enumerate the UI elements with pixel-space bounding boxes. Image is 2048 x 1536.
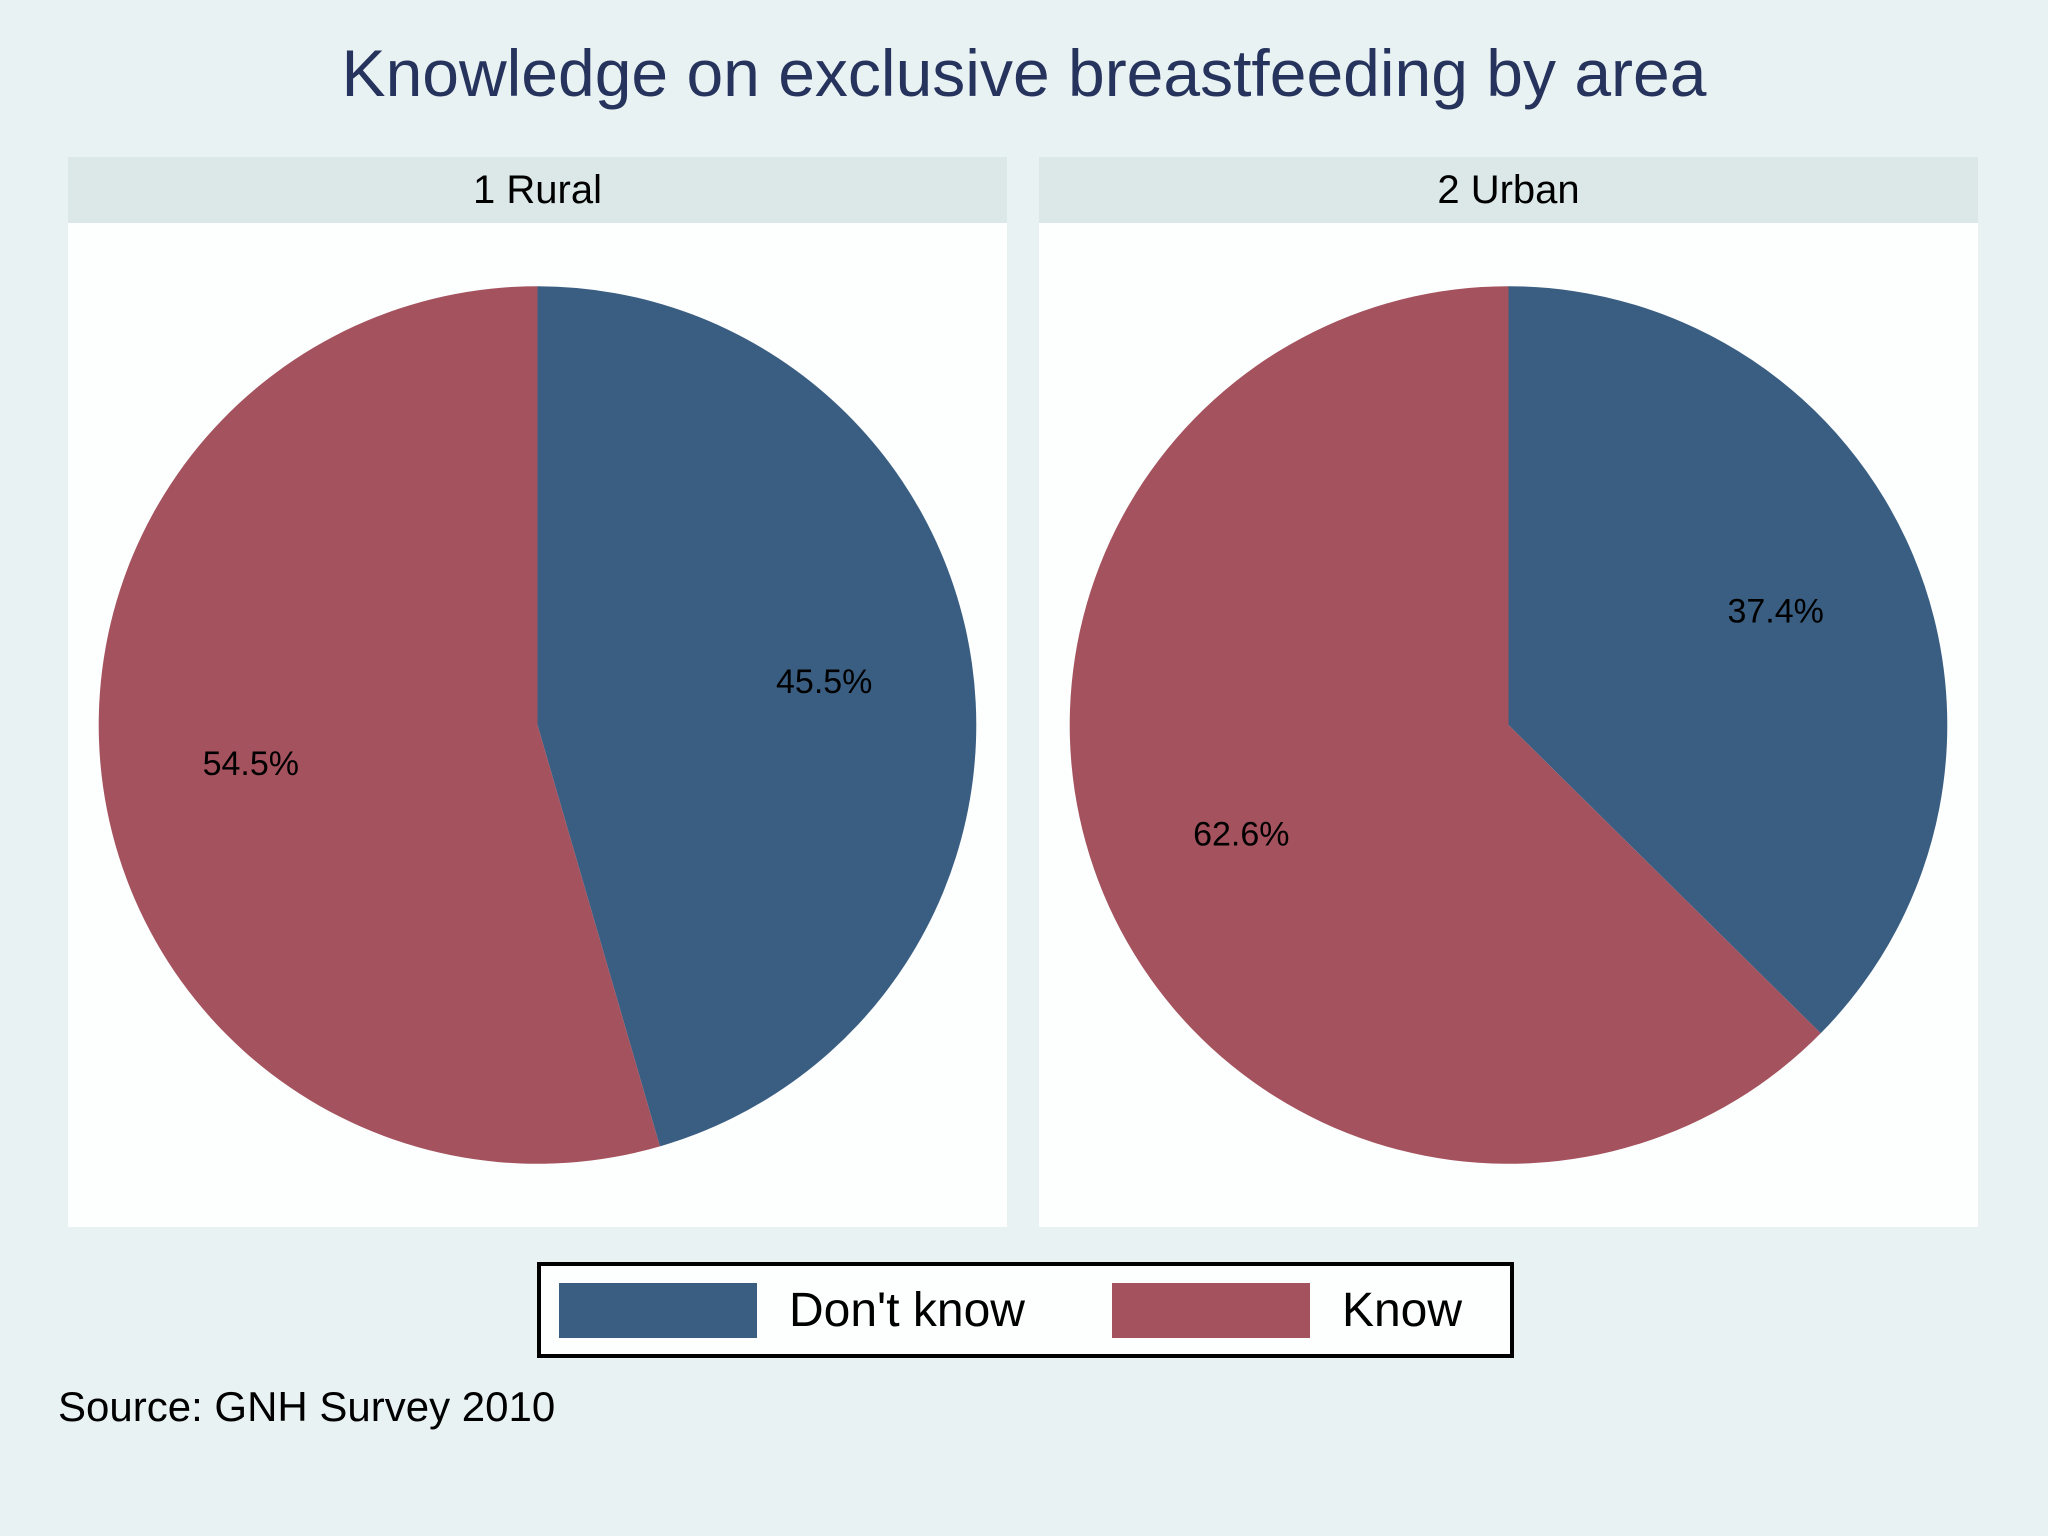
panel-rural-plot-region: 45.5% 54.5% — [68, 223, 1007, 1227]
legend-swatch-dont-know — [559, 1282, 757, 1338]
legend-label-know: Know — [1341, 1283, 1463, 1337]
panel-rural-subtitle: 1 Rural — [68, 157, 1007, 223]
pie-slice-don-t-know — [1508, 286, 1948, 1034]
panel-urban-plot-region: 37.4% 62.6% — [1039, 223, 1978, 1227]
pie-slice-value-label: 62.6% — [1193, 816, 1289, 854]
pie-panels-row: 1 Rural 45.5% 54.5% 2 Urban 37.4% 62.6% — [68, 157, 1978, 1227]
legend: Don't know Know — [537, 1262, 1514, 1358]
pie-slice-value-label: 45.5% — [776, 663, 872, 701]
pie-slice-know — [98, 286, 660, 1164]
panel-rural: 1 Rural 45.5% 54.5% — [68, 157, 1007, 1227]
source-note: Source: GNH Survey 2010 — [58, 1383, 556, 1430]
pie-slice-value-label: 37.4% — [1727, 592, 1823, 630]
legend-label-dont-know: Don't know — [789, 1283, 1025, 1337]
pie-slice-don-t-know — [537, 286, 977, 1147]
pie-slice-value-label: 54.5% — [203, 745, 299, 783]
panel-urban: 2 Urban 37.4% 62.6% — [1039, 157, 1978, 1227]
pie-slice-know — [1069, 286, 1821, 1164]
chart-title: Knowledge on exclusive breastfeeding by … — [341, 36, 1707, 110]
pie-chart-rural: 45.5% 54.5% — [98, 286, 977, 1164]
legend-swatch-know — [1111, 1282, 1310, 1338]
panel-urban-subtitle: 2 Urban — [1039, 157, 1978, 223]
pie-chart-urban: 37.4% 62.6% — [1069, 286, 1948, 1164]
